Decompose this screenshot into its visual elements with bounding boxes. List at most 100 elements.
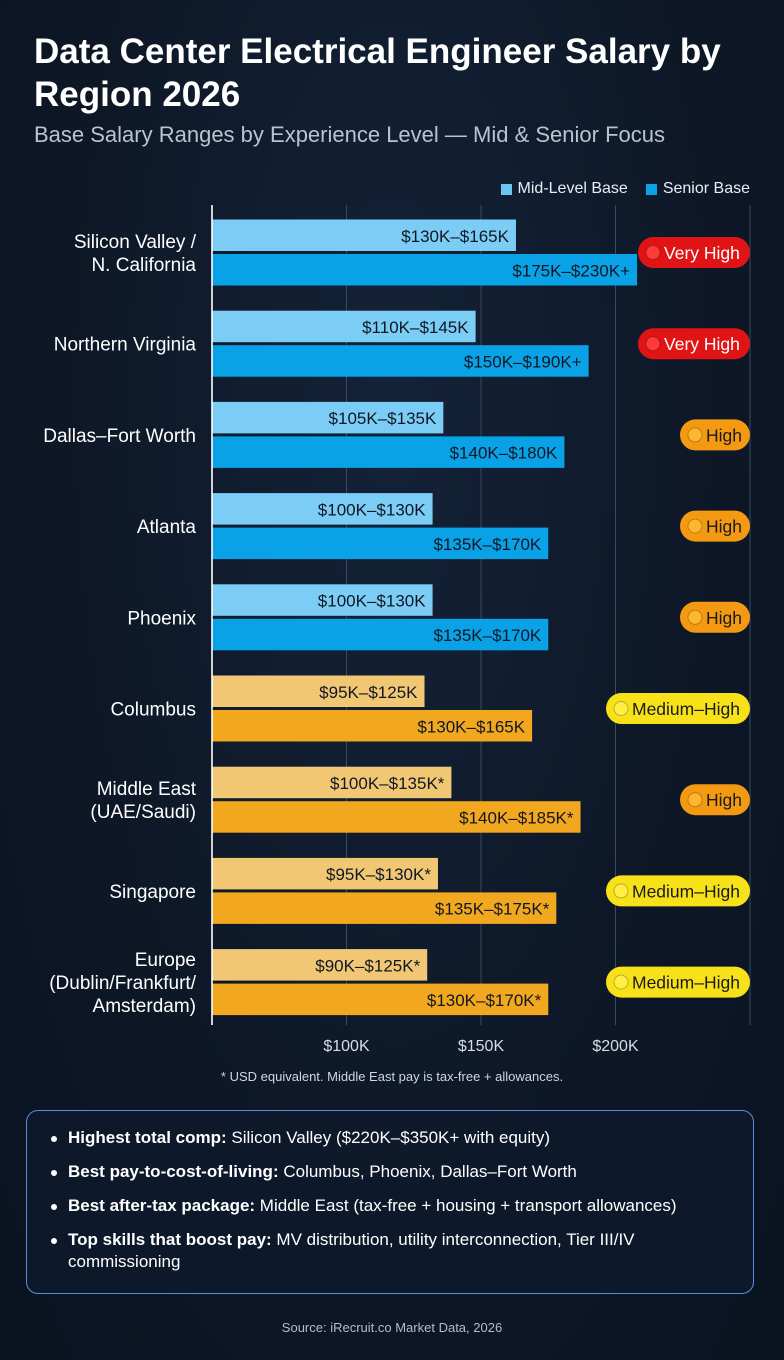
data-label-senior: $175K–$230K+ bbox=[512, 261, 630, 280]
demand-badge bbox=[606, 693, 750, 724]
bar-senior bbox=[212, 618, 549, 651]
source-note: Source: iRecruit.co Market Data, 2026 bbox=[281, 1320, 503, 1335]
insight-item: Highest total comp: Silicon Valley ($220… bbox=[49, 1127, 739, 1149]
demand-badge bbox=[638, 328, 750, 360]
bar-mid-level bbox=[212, 493, 433, 525]
demand-label: Very High bbox=[664, 243, 740, 263]
insight-label: Best after-tax package: bbox=[68, 1196, 256, 1215]
demand-label: High bbox=[706, 425, 742, 445]
demand-dot-icon bbox=[687, 518, 703, 534]
demand-dot-icon bbox=[687, 427, 703, 443]
insights-list: Highest total comp: Silicon Valley ($220… bbox=[49, 1127, 739, 1273]
demand-dot-icon bbox=[645, 336, 661, 352]
demand-badge bbox=[680, 510, 750, 542]
demand-badge bbox=[680, 784, 750, 816]
data-label-mid: $95K–$130K* bbox=[326, 865, 431, 884]
demand-dot-icon bbox=[613, 974, 629, 990]
data-label-mid: $110K–$145K bbox=[362, 318, 469, 337]
category-label: Singapore bbox=[109, 882, 196, 903]
data-label-mid: $100K–$135K* bbox=[330, 774, 445, 793]
insight-item: Best pay-to-cost-of-living: Columbus, Ph… bbox=[49, 1161, 739, 1183]
demand-label: Medium–High bbox=[632, 973, 740, 993]
data-label-mid: $90K–$125K* bbox=[315, 956, 420, 975]
demand-dot-icon bbox=[687, 609, 703, 625]
bar-mid-level bbox=[212, 584, 433, 616]
chart-title: Data Center Electrical Engineer Salary b… bbox=[34, 32, 721, 114]
bar-senior bbox=[212, 345, 589, 377]
data-label-senior: $140K–$185K* bbox=[459, 808, 574, 827]
bar-mid-level bbox=[212, 219, 516, 251]
data-label-senior: $135K–$175K* bbox=[435, 900, 550, 919]
insight-label: Best pay-to-cost-of-living: bbox=[68, 1162, 279, 1181]
data-label-senior: $135K–$170K bbox=[433, 535, 541, 554]
bar-senior bbox=[212, 892, 557, 924]
insight-label: Highest total comp: bbox=[68, 1128, 227, 1147]
legend-label-mid: Mid-Level Base bbox=[517, 180, 628, 197]
insight-label: Top skills that boost pay: bbox=[68, 1230, 272, 1249]
data-label-mid: $100K–$130K bbox=[318, 592, 426, 611]
data-label-senior: $150K–$190K+ bbox=[464, 352, 582, 371]
legend-swatch-mid bbox=[500, 183, 512, 195]
demand-label: Medium–High bbox=[632, 881, 740, 901]
legend-label-senior: Senior Base bbox=[662, 180, 750, 197]
salary-bar-chart: Silicon Valley / N. California $130K–$165K… bbox=[43, 205, 751, 1055]
demand-label: High bbox=[706, 517, 742, 537]
x-tick-label: $150K bbox=[458, 1038, 505, 1055]
demand-dot-icon bbox=[613, 883, 629, 899]
demand-label: Very High bbox=[664, 334, 740, 354]
data-label-mid: $105K–$135K bbox=[329, 409, 437, 428]
insight-text: Silicon Valley ($220K–$350K+ with equity… bbox=[226, 1128, 551, 1147]
data-label-senior: $130K–$165K bbox=[417, 717, 525, 736]
data-label-senior: $135K–$170K bbox=[433, 626, 541, 645]
data-label-mid: $95K–$125K bbox=[319, 683, 418, 702]
bar-mid-level bbox=[212, 949, 428, 981]
bar-senior bbox=[212, 436, 565, 468]
insight-text: MV distribution, utility interconnection… bbox=[68, 1230, 635, 1271]
bar-senior bbox=[212, 527, 549, 560]
data-label-senior: $140K–$180K bbox=[450, 444, 558, 463]
demand-badge bbox=[680, 601, 750, 633]
x-tick-label: $200K bbox=[592, 1038, 639, 1055]
category-label: Atlanta bbox=[137, 517, 197, 538]
legend-item-mid: Mid-Level Base bbox=[500, 180, 628, 198]
category-label: Europe (Dublin/Frankfurt/Amsterdam) bbox=[49, 950, 196, 1017]
bar-mid-level bbox=[212, 675, 425, 707]
bar-senior bbox=[212, 254, 638, 286]
insight-text: Middle East (tax-free + housing + transp… bbox=[255, 1196, 677, 1215]
demand-badge bbox=[680, 419, 750, 451]
category-label: Columbus bbox=[110, 700, 196, 721]
bar-senior bbox=[212, 801, 581, 833]
demand-dot-icon bbox=[613, 701, 629, 716]
insight-item: Best after-tax package: Middle East (tax… bbox=[49, 1195, 739, 1217]
demand-label: Medium–High bbox=[632, 699, 740, 719]
insight-item: Top skills that boost pay: MV distributi… bbox=[49, 1229, 739, 1273]
demand-badge bbox=[606, 875, 750, 907]
category-label: Silicon Valley / N. California bbox=[74, 232, 197, 276]
demand-label: High bbox=[706, 608, 742, 628]
insights-box: Highest total comp: Silicon Valley ($220… bbox=[26, 1110, 754, 1294]
demand-badge bbox=[638, 237, 750, 268]
bar-senior bbox=[212, 710, 533, 742]
bar-mid-level bbox=[212, 766, 452, 799]
insight-text: Columbus, Phoenix, Dallas–Fort Worth bbox=[278, 1162, 577, 1181]
data-label-mid: $100K–$130K bbox=[318, 500, 426, 519]
bar-senior bbox=[212, 983, 549, 1016]
demand-badge bbox=[606, 966, 750, 998]
x-tick-label: $100K bbox=[323, 1038, 370, 1055]
legend-swatch-senior bbox=[645, 183, 657, 195]
category-label: Northern Virginia bbox=[54, 335, 197, 356]
bar-mid-level bbox=[212, 401, 444, 434]
chart-subtitle: Base Salary Ranges by Experience Level —… bbox=[34, 122, 665, 147]
data-label-mid: $130K–$165K bbox=[401, 227, 509, 246]
bar-mid-level bbox=[212, 857, 438, 890]
category-label: Dallas–Fort Worth bbox=[43, 426, 196, 447]
footnote: * USD equivalent. Middle East pay is tax… bbox=[220, 1069, 564, 1084]
legend-item-senior: Senior Base bbox=[645, 180, 750, 198]
demand-label: High bbox=[706, 790, 742, 810]
data-label-senior: $130K–$170K* bbox=[427, 991, 542, 1010]
legend: Mid-Level Base Senior Base bbox=[500, 180, 750, 198]
bar-mid-level bbox=[212, 310, 476, 343]
demand-dot-icon bbox=[687, 792, 703, 808]
category-label: Phoenix bbox=[127, 608, 196, 629]
category-label: Middle East (UAE/Saudi) bbox=[90, 779, 196, 823]
